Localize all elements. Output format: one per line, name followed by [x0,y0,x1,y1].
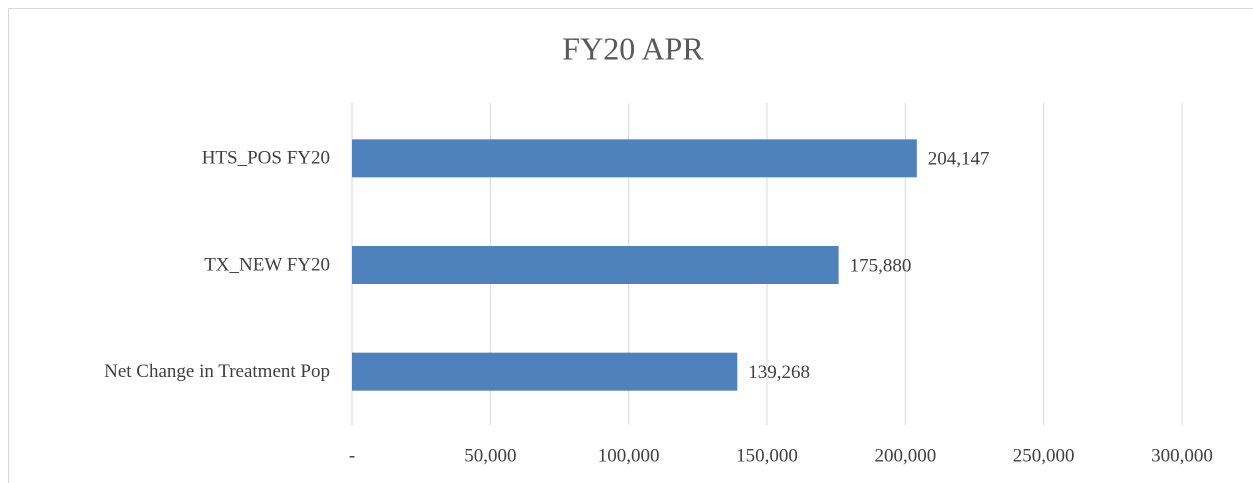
x-tick-label: 200,000 [874,445,936,466]
value-label: 175,880 [850,255,912,276]
y-tick-label: Net Change in Treatment Pop [104,361,330,382]
chart-frame [8,8,1253,483]
value-label: 139,268 [748,362,810,383]
bar [352,352,738,391]
bar [352,139,917,178]
y-tick-label: TX_NEW FY20 [204,254,330,275]
x-tick-label: 300,000 [1151,445,1213,466]
chart-title: FY20 APR [562,30,704,66]
x-tick-label: 100,000 [598,445,660,466]
x-tick-label: 50,000 [464,445,516,466]
x-tick-label: - [349,445,355,466]
bar [352,246,839,284]
x-tick-label: 150,000 [736,445,798,466]
x-tick-label: 250,000 [1013,445,1075,466]
y-tick-label: HTS_POS FY20 [202,148,330,169]
value-label: 204,147 [928,149,990,170]
